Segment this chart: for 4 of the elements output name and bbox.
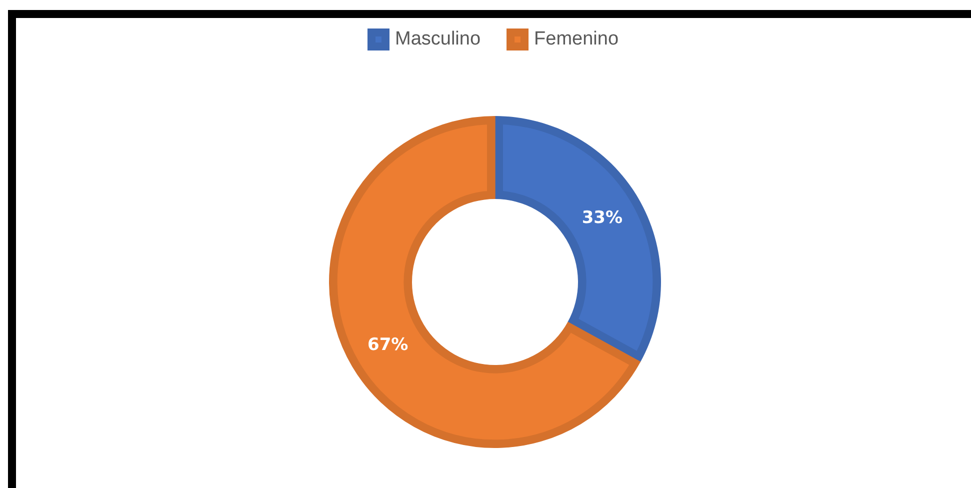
- data-label: 33%: [582, 208, 623, 228]
- data-label: 67%: [367, 334, 408, 355]
- legend-label: Masculino: [394, 28, 481, 50]
- legend-label: Femenino: [534, 28, 619, 50]
